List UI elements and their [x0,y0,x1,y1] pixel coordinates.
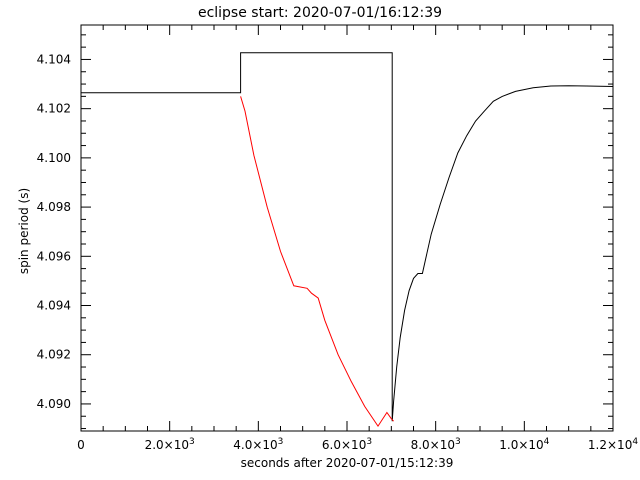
y-tick-label: 4.096 [37,249,71,263]
y-tick-label: 4.102 [37,102,71,116]
y-tick-label: 4.092 [37,348,71,362]
y-tick-label: 4.098 [37,200,71,214]
x-tick-label: 6.0×103 [322,437,372,452]
plot-frame [80,24,614,432]
x-tick-label: 0 [77,438,85,452]
series-line-2 [240,96,394,428]
chart-title: eclipse start: 2020-07-01/16:12:39 [198,5,442,21]
y-axis-label: spin period (s) [17,188,31,274]
x-tick-label: 2.0×103 [145,437,195,452]
x-tick-label: 1.0×104 [499,437,549,452]
y-tick-label: 4.104 [37,52,71,66]
y-tick-label: 4.094 [37,299,71,313]
x-tick-label: 4.0×103 [233,437,283,452]
y-tick-label: 4.090 [37,397,71,411]
y-tick-label: 4.100 [37,151,71,165]
x-tick-label: 1.2×104 [588,437,638,452]
x-axis-label: seconds after 2020-07-01/15:12:39 [241,456,454,470]
series-line-1 [81,52,614,422]
x-tick-label: 8.0×103 [411,437,461,452]
